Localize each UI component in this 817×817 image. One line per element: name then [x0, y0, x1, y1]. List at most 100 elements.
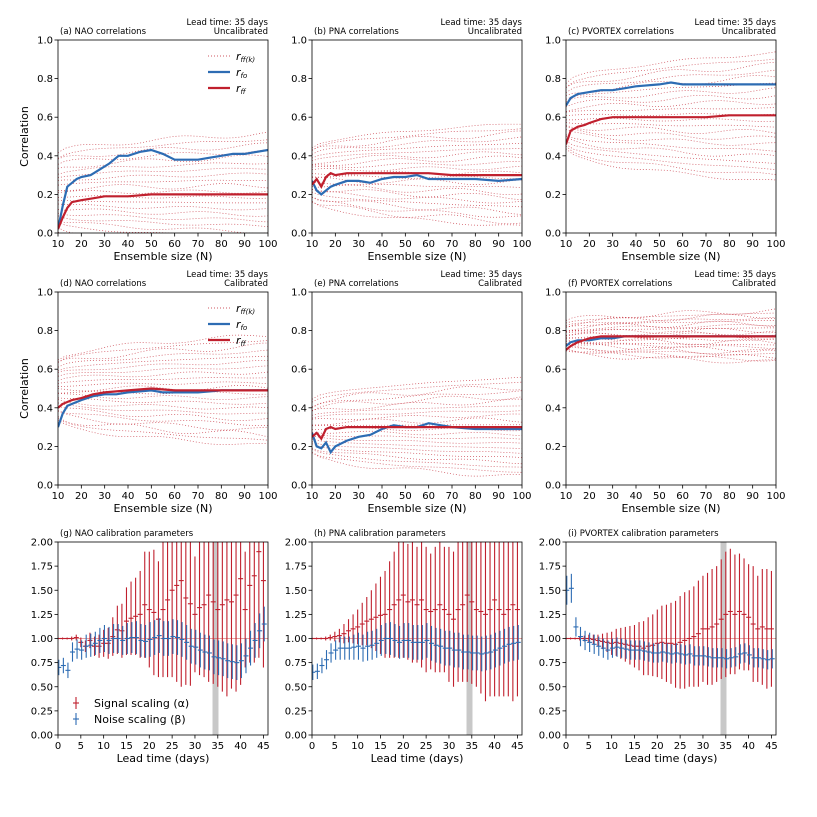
- y-tick-label: 2.00: [285, 538, 307, 549]
- member-correlation-line: [312, 155, 522, 166]
- member-correlation-line: [58, 340, 268, 363]
- x-tick-label: 100: [766, 239, 785, 250]
- panel-lead-time: Lead time: 35 days: [441, 270, 523, 280]
- y-tick-label: 1.25: [285, 610, 307, 621]
- y-tick-label: 0.2: [545, 190, 561, 201]
- member-correlation-line: [58, 199, 268, 204]
- member-correlation-line: [566, 148, 776, 181]
- member-correlation-line: [312, 176, 522, 185]
- member-correlation-line: [58, 402, 268, 415]
- member-correlation-line: [312, 438, 522, 449]
- y-tick-label: 0.0: [545, 481, 561, 492]
- x-tick-label: 35: [211, 741, 224, 752]
- series-r_ff-line: [58, 193, 268, 230]
- x-tick-label: 10: [97, 741, 110, 752]
- legend-rff-label: rff: [236, 334, 247, 348]
- member-correlation-line: [566, 343, 776, 353]
- member-correlation-line: [566, 316, 776, 326]
- x-tick-label: 30: [606, 239, 619, 250]
- member-correlation-line: [58, 410, 268, 426]
- y-tick-label: 1.00: [285, 634, 307, 645]
- member-correlation-line: [58, 220, 268, 233]
- panel-title: (c) PVORTEX correlations: [568, 27, 674, 37]
- panel-lead-time: Lead time: 35 days: [441, 18, 523, 28]
- y-tick-label: 0.2: [37, 442, 53, 453]
- member-correlation-line: [566, 134, 776, 152]
- panel-title: (f) PVORTEX correlations: [568, 279, 673, 289]
- member-correlation-line: [58, 195, 268, 199]
- x-tick-label: 40: [376, 491, 389, 502]
- member-correlation-line: [566, 327, 776, 336]
- panel-f: 10 20 30 40 50 60 70 80 90 100 0.0 0.2 0.4 0.6 0.8 1.0 (…: [545, 270, 785, 515]
- x-tick-label: 20: [143, 741, 156, 752]
- y-tick-label: 0.4: [291, 151, 307, 162]
- member-correlation-line: [312, 136, 522, 155]
- x-tick-label: 10: [52, 239, 65, 250]
- y-tick-label: 0.2: [291, 190, 307, 201]
- x-tick-label: 45: [511, 741, 524, 752]
- x-tick-label: 80: [469, 491, 482, 502]
- member-correlation-line: [566, 312, 776, 324]
- plot-area: [312, 542, 522, 735]
- member-correlation-line: [312, 184, 522, 196]
- panel-calibration-status: Calibrated: [732, 279, 776, 289]
- y-tick-label: 0.6: [291, 365, 307, 376]
- plot-area: [58, 131, 268, 233]
- x-tick-label: 90: [492, 239, 505, 250]
- x-tick-label: 0: [309, 741, 315, 752]
- member-correlation-line: [312, 430, 522, 437]
- y-tick-label: 0.6: [545, 113, 561, 124]
- x-tick-label: 50: [653, 239, 666, 250]
- x-tick-label: 50: [399, 239, 412, 250]
- panel-lead-time: Lead time: 35 days: [695, 270, 777, 280]
- panel-lead-time: Lead time: 35 days: [695, 18, 777, 28]
- x-tick-label: 10: [52, 491, 65, 502]
- panel-calibration-status: Uncalibrated: [468, 27, 522, 37]
- x-tick-label: 10: [351, 741, 364, 752]
- member-correlation-line: [58, 381, 268, 388]
- x-tick-label: 30: [697, 741, 710, 752]
- y-tick-label: 0.2: [291, 442, 307, 453]
- member-correlation-line: [58, 131, 268, 154]
- member-correlation-line: [58, 410, 268, 431]
- member-correlation-line: [58, 183, 268, 191]
- y-tick-label: 0.6: [291, 113, 307, 124]
- legend-member-label: rff(k): [236, 50, 255, 64]
- x-tick-label: 50: [653, 491, 666, 502]
- member-correlation-line: [312, 181, 522, 188]
- member-correlation-line: [566, 129, 776, 146]
- member-correlation-line: [312, 447, 522, 465]
- y-tick-label: 0.4: [545, 403, 561, 414]
- y-tick-label: 0.4: [37, 403, 53, 414]
- member-correlation-line: [566, 125, 776, 140]
- y-tick-label: 1.00: [31, 634, 53, 645]
- x-tick-label: 40: [630, 491, 643, 502]
- member-correlation-line: [58, 172, 268, 181]
- member-correlation-line: [58, 385, 268, 392]
- member-correlation-line: [566, 338, 776, 346]
- member-correlation-line: [312, 130, 522, 151]
- x-tick-label: 70: [446, 239, 459, 250]
- member-correlation-line: [58, 154, 268, 169]
- x-tick-label: 60: [676, 239, 689, 250]
- member-correlation-line: [312, 427, 522, 432]
- member-correlation-line: [566, 113, 776, 117]
- x-axis-label: Lead time (days): [117, 752, 210, 765]
- member-correlation-line: [566, 335, 776, 340]
- member-correlation-line: [58, 212, 268, 223]
- x-tick-label: 40: [234, 741, 247, 752]
- y-tick-label: 0.50: [31, 682, 53, 693]
- legend-rff-label: rff: [236, 82, 247, 96]
- x-axis-label: Lead time (days): [371, 752, 464, 765]
- x-tick-label: 15: [628, 741, 641, 752]
- y-tick-label: 0.8: [545, 74, 561, 85]
- x-tick-label: 70: [192, 491, 205, 502]
- y-tick-label: 1.0: [37, 288, 53, 299]
- panel-e: 10 20 30 40 50 60 70 80 90 100 0.0 0.2 0.4 0.6 0.8 1.0 (…: [291, 270, 531, 515]
- y-tick-label: 1.0: [37, 36, 53, 47]
- axes-frame: [57, 39, 269, 234]
- member-correlation-line: [566, 145, 776, 176]
- member-correlation-line: [58, 393, 268, 401]
- x-tick-label: 90: [746, 239, 759, 250]
- member-correlation-line: [566, 350, 776, 362]
